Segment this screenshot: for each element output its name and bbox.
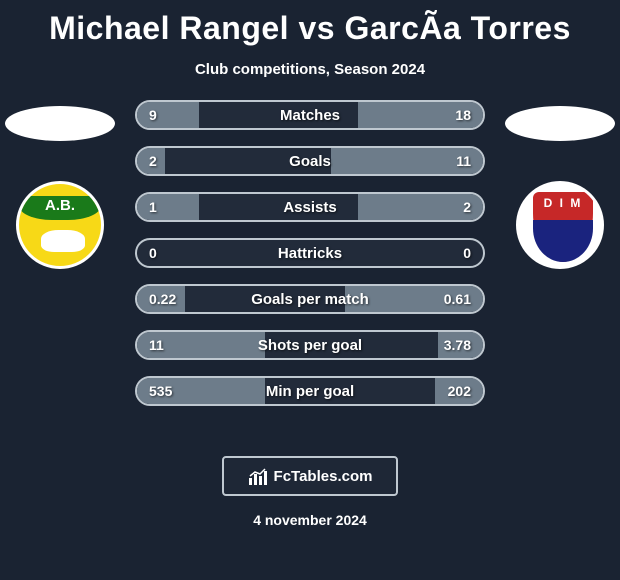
page-title: Michael Rangel vs GarcÃ­a Torres [0, 0, 620, 47]
dim-shield-icon [533, 192, 593, 262]
bar-right [345, 286, 483, 312]
bar-left [137, 102, 199, 128]
bar-right [438, 332, 483, 358]
left-player-portrait [5, 106, 115, 141]
ab-bull-icon [41, 230, 85, 252]
stats-container: 918Matches 211Goals 12Assists 0 0Hattricks 0.… [135, 100, 485, 422]
bar-left [137, 148, 165, 174]
bar-right [358, 194, 483, 220]
bar-left [137, 286, 185, 312]
stat-row: 0 0Hattricks [135, 238, 485, 268]
bar-right [331, 148, 483, 174]
stat-row: 918Matches [135, 100, 485, 130]
stat-row: 12Assists [135, 192, 485, 222]
stat-value-left: 0 [137, 240, 169, 266]
brand-text: FcTables.com [274, 468, 373, 485]
right-player-portrait [505, 106, 615, 141]
stat-label: Hattricks [137, 240, 483, 266]
right-club-logo [516, 181, 604, 269]
stat-row: 211Goals [135, 146, 485, 176]
bar-left [137, 332, 265, 358]
page-subtitle: Club competitions, Season 2024 [0, 61, 620, 78]
brand-badge: FcTables.com [222, 456, 398, 496]
bar-left [137, 378, 265, 404]
footer-date: 4 november 2024 [0, 512, 620, 528]
stat-row: 113.78Shots per goal [135, 330, 485, 360]
bar-left [137, 194, 199, 220]
bar-right [358, 102, 483, 128]
stat-value-right: 0 [451, 240, 483, 266]
right-player-column [505, 106, 615, 269]
bar-right [435, 378, 483, 404]
left-player-column [5, 106, 115, 269]
stat-row: 535202Min per goal [135, 376, 485, 406]
comparison-area: 918Matches211Goals12Assists00Hattricks0.… [0, 106, 620, 436]
stat-row: 0.220.61Goals per match [135, 284, 485, 314]
left-club-logo [16, 181, 104, 269]
brand-chart-icon [248, 466, 268, 486]
